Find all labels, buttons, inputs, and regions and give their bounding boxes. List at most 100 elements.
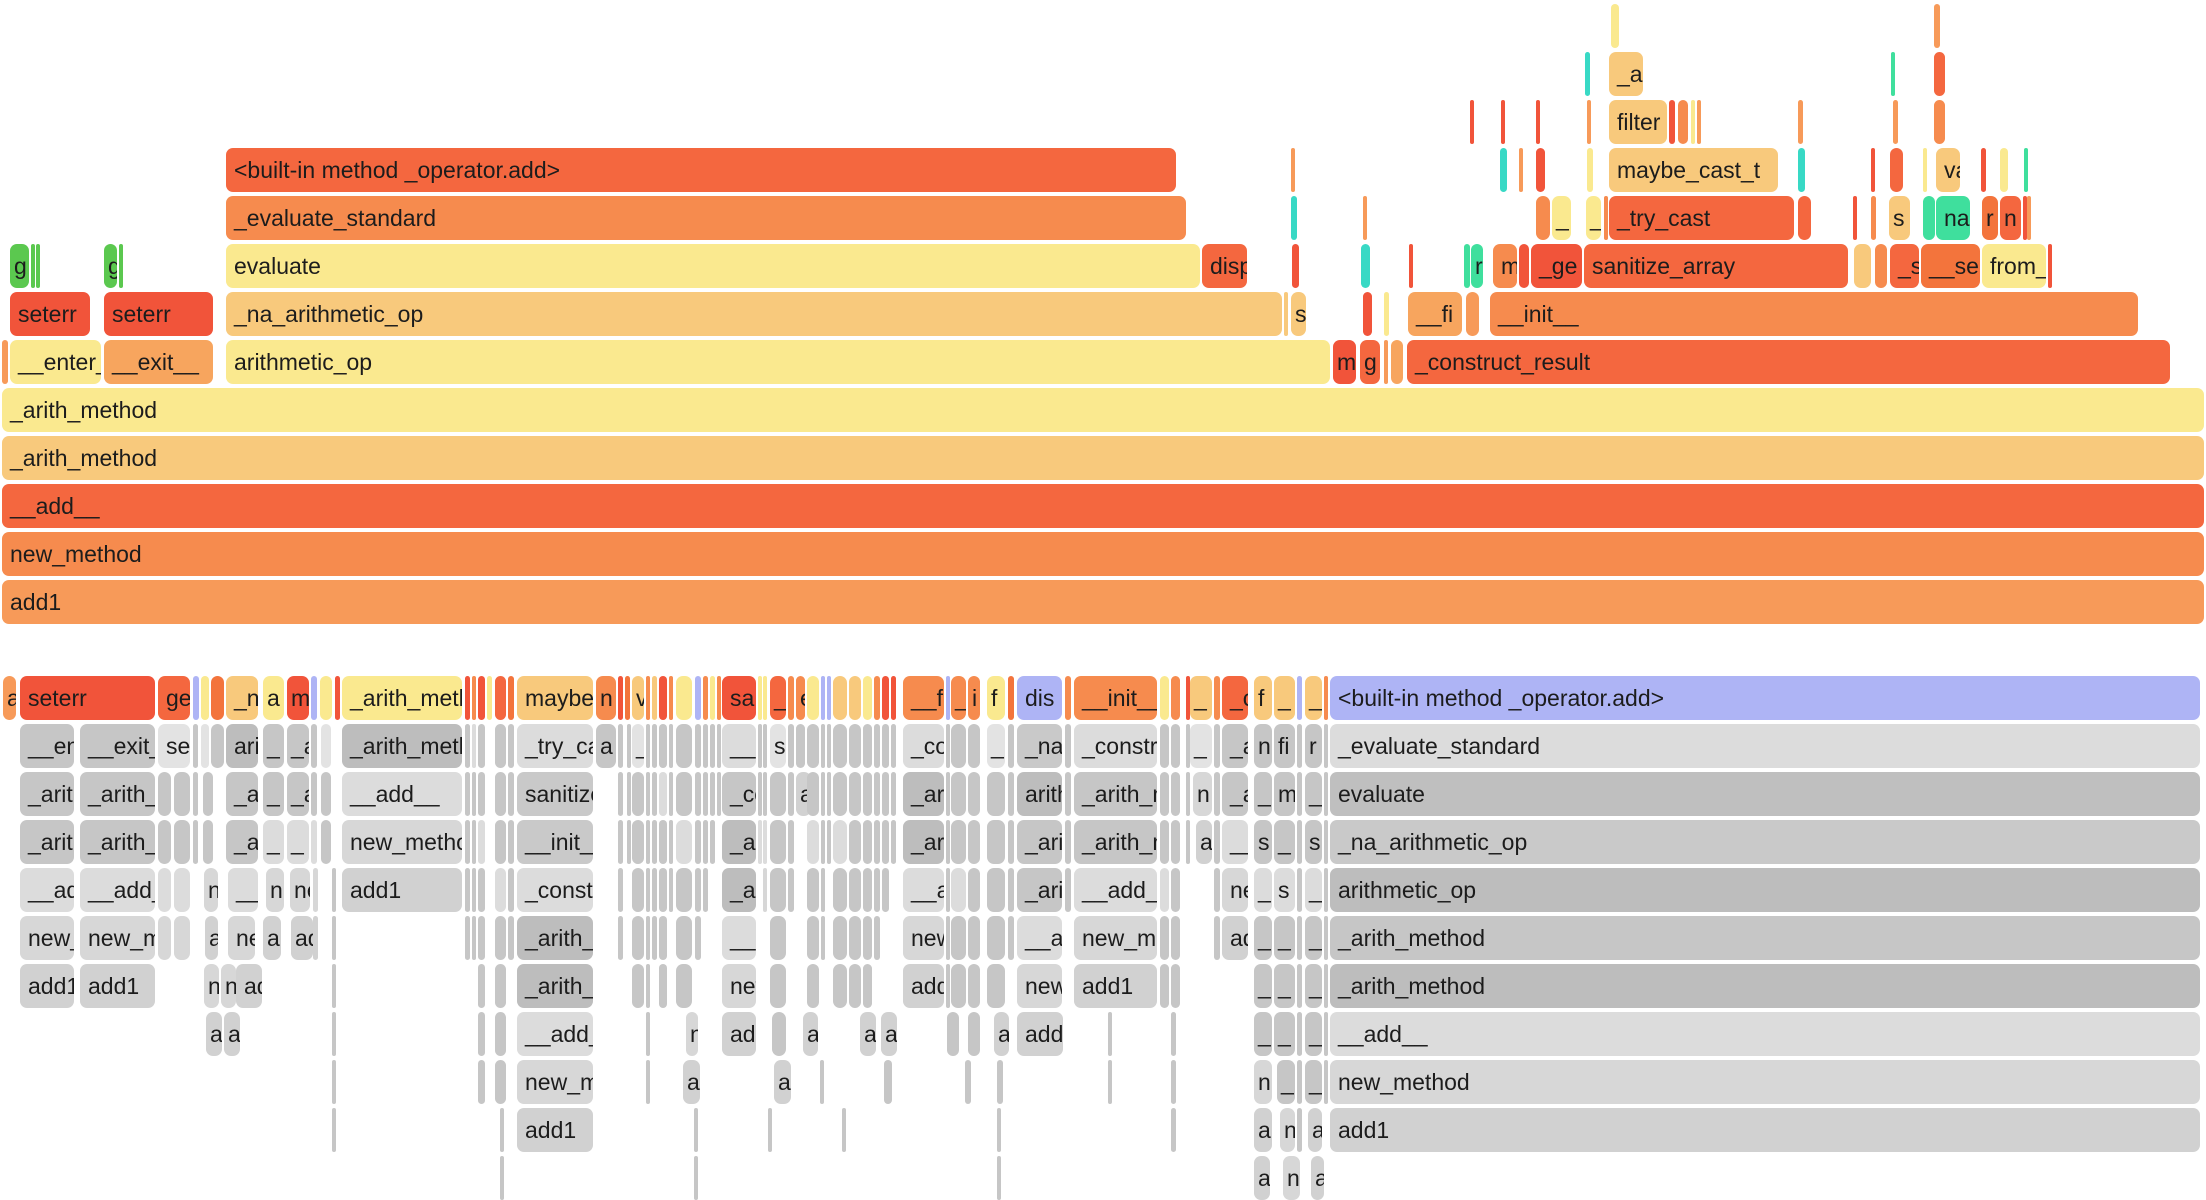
- frame-_[interactable]: _: [1254, 1012, 1272, 1056]
- frame-_[interactable]: _: [1305, 916, 1322, 960]
- frame-add1[interactable]: add1: [722, 1012, 756, 1056]
- frame-_a[interactable]: _a: [1609, 52, 1643, 96]
- frame-a[interactable]: a: [205, 916, 218, 960]
- frame-_[interactable]: _: [1254, 964, 1272, 1008]
- frame-fi[interactable]: fi: [1274, 724, 1295, 768]
- frame-sliver[interactable]: [174, 868, 190, 912]
- frame-sliver[interactable]: [1008, 820, 1014, 864]
- frame-_[interactable]: _: [287, 820, 309, 864]
- frame-sliver[interactable]: [495, 724, 506, 768]
- frame-sliver[interactable]: [891, 820, 896, 864]
- frame-sliver[interactable]: [1297, 1012, 1302, 1056]
- frame-sliver[interactable]: [1891, 52, 1895, 96]
- frame-sliver[interactable]: [2048, 244, 2052, 288]
- frame-sliver[interactable]: [669, 676, 673, 720]
- frame-sliver[interactable]: [997, 1060, 1003, 1104]
- frame-new_method[interactable]: new_method: [1222, 868, 1248, 912]
- frame-sliver[interactable]: [987, 964, 1005, 1008]
- frame-_evaluate_standard[interactable]: _evaluate_standard: [226, 196, 1186, 240]
- frame-sliver[interactable]: [968, 1012, 980, 1056]
- frame-new_method[interactable]: new_method: [722, 964, 756, 1008]
- frame-sliver[interactable]: [951, 820, 966, 864]
- frame-s[interactable]: s: [770, 724, 786, 768]
- frame-sliver[interactable]: [1604, 196, 1608, 240]
- frame-sliver[interactable]: [891, 772, 896, 816]
- frame-sliver[interactable]: [676, 820, 692, 864]
- frame-sliver[interactable]: [1297, 964, 1302, 1008]
- frame-a[interactable]: a: [881, 1012, 897, 1056]
- frame-__add__[interactable]: __add__: [342, 772, 462, 816]
- frame-n[interactable]: n: [1283, 1156, 1300, 1200]
- frame-sliver[interactable]: [710, 676, 715, 720]
- frame-sliver[interactable]: [627, 724, 631, 768]
- frame-sliver[interactable]: [508, 820, 514, 864]
- frame-sliver[interactable]: [646, 868, 650, 912]
- frame-sliver[interactable]: [1536, 196, 1550, 240]
- frame-sliver[interactable]: [1798, 100, 1803, 144]
- frame-sliver[interactable]: [659, 772, 667, 816]
- frame-sliver[interactable]: [646, 1012, 650, 1056]
- frame-sliver[interactable]: [193, 772, 198, 816]
- frame-sliver[interactable]: [1108, 1060, 1112, 1104]
- frame-sliver[interactable]: [1324, 1012, 1328, 1056]
- frame-sliver[interactable]: [1186, 820, 1190, 864]
- frame-sliver[interactable]: [703, 772, 708, 816]
- frame-sliver[interactable]: [987, 868, 1005, 912]
- frame-sliver[interactable]: [695, 724, 701, 768]
- frame-n[interactable]: n: [1193, 772, 1212, 816]
- frame-sliver[interactable]: [472, 820, 476, 864]
- frame-sliver[interactable]: [951, 724, 966, 768]
- frame-__add__[interactable]: __add__: [80, 868, 155, 912]
- frame-sliver[interactable]: [500, 1108, 504, 1152]
- frame-_arith_method[interactable]: _arith_method: [226, 772, 258, 816]
- frame-sliver[interactable]: [1108, 1012, 1112, 1056]
- frame-sliver[interactable]: [495, 868, 506, 912]
- frame-sliver[interactable]: [891, 676, 896, 720]
- frame-_[interactable]: _: [263, 772, 284, 816]
- frame-sliver[interactable]: [1519, 244, 1529, 288]
- frame-sliver[interactable]: [863, 916, 872, 960]
- frame-sliver[interactable]: [1678, 100, 1688, 144]
- frame-sliver[interactable]: [31, 244, 35, 288]
- frame-sliver[interactable]: [646, 772, 650, 816]
- frame-_a[interactable]: _a: [287, 772, 309, 816]
- frame-sliver[interactable]: [659, 868, 667, 912]
- frame-sliver[interactable]: [1171, 964, 1180, 1008]
- frame-va[interactable]: va: [1936, 148, 1960, 192]
- frame-a[interactable]: a: [1254, 1156, 1270, 1200]
- frame-sliver[interactable]: [203, 820, 213, 864]
- frame-sliver[interactable]: [465, 676, 470, 720]
- frame-sliver[interactable]: [703, 868, 708, 912]
- frame-sliver[interactable]: [1363, 292, 1372, 336]
- frame-_[interactable]: _: [1274, 1012, 1295, 1056]
- frame-sliver[interactable]: [946, 964, 950, 1008]
- frame-a[interactable]: a: [596, 724, 616, 768]
- frame-sliver[interactable]: [874, 676, 880, 720]
- frame-a[interactable]: a: [1308, 1108, 1322, 1152]
- frame-_arith_method[interactable]: _arith_method: [342, 676, 462, 720]
- frame-arithmetic_op[interactable]: arithmetic_op: [226, 340, 1330, 384]
- frame-sliver[interactable]: [1008, 676, 1014, 720]
- frame-__enter__[interactable]: __enter__: [10, 340, 101, 384]
- frame-sliver[interactable]: [946, 772, 950, 816]
- frame-__add__[interactable]: __add__: [1222, 820, 1248, 864]
- frame-n[interactable]: n: [686, 1012, 698, 1056]
- frame-sliver[interactable]: [717, 676, 721, 720]
- frame-f[interactable]: f: [987, 676, 1005, 720]
- frame-sliver[interactable]: [618, 676, 623, 720]
- frame-add1[interactable]: add1: [903, 964, 944, 1008]
- frame-sliver[interactable]: [465, 916, 470, 960]
- frame-__add__[interactable]: __add__: [1074, 868, 1157, 912]
- frame-sliver[interactable]: [669, 724, 673, 768]
- frame-sliver[interactable]: [1171, 1108, 1176, 1152]
- frame-dis[interactable]: dis: [1017, 676, 1062, 720]
- frame-a[interactable]: a: [1254, 1108, 1272, 1152]
- frame-new_method[interactable]: new_method: [1074, 916, 1157, 960]
- frame-sliver[interactable]: [652, 868, 657, 912]
- frame-n[interactable]: n: [1254, 724, 1272, 768]
- frame-sliver[interactable]: [1893, 100, 1898, 144]
- frame-_arith_method[interactable]: _arith_method: [80, 772, 155, 816]
- frame-sliver[interactable]: [820, 1060, 824, 1104]
- frame-sliver[interactable]: [1470, 100, 1474, 144]
- frame-m[interactable]: m: [1493, 244, 1517, 288]
